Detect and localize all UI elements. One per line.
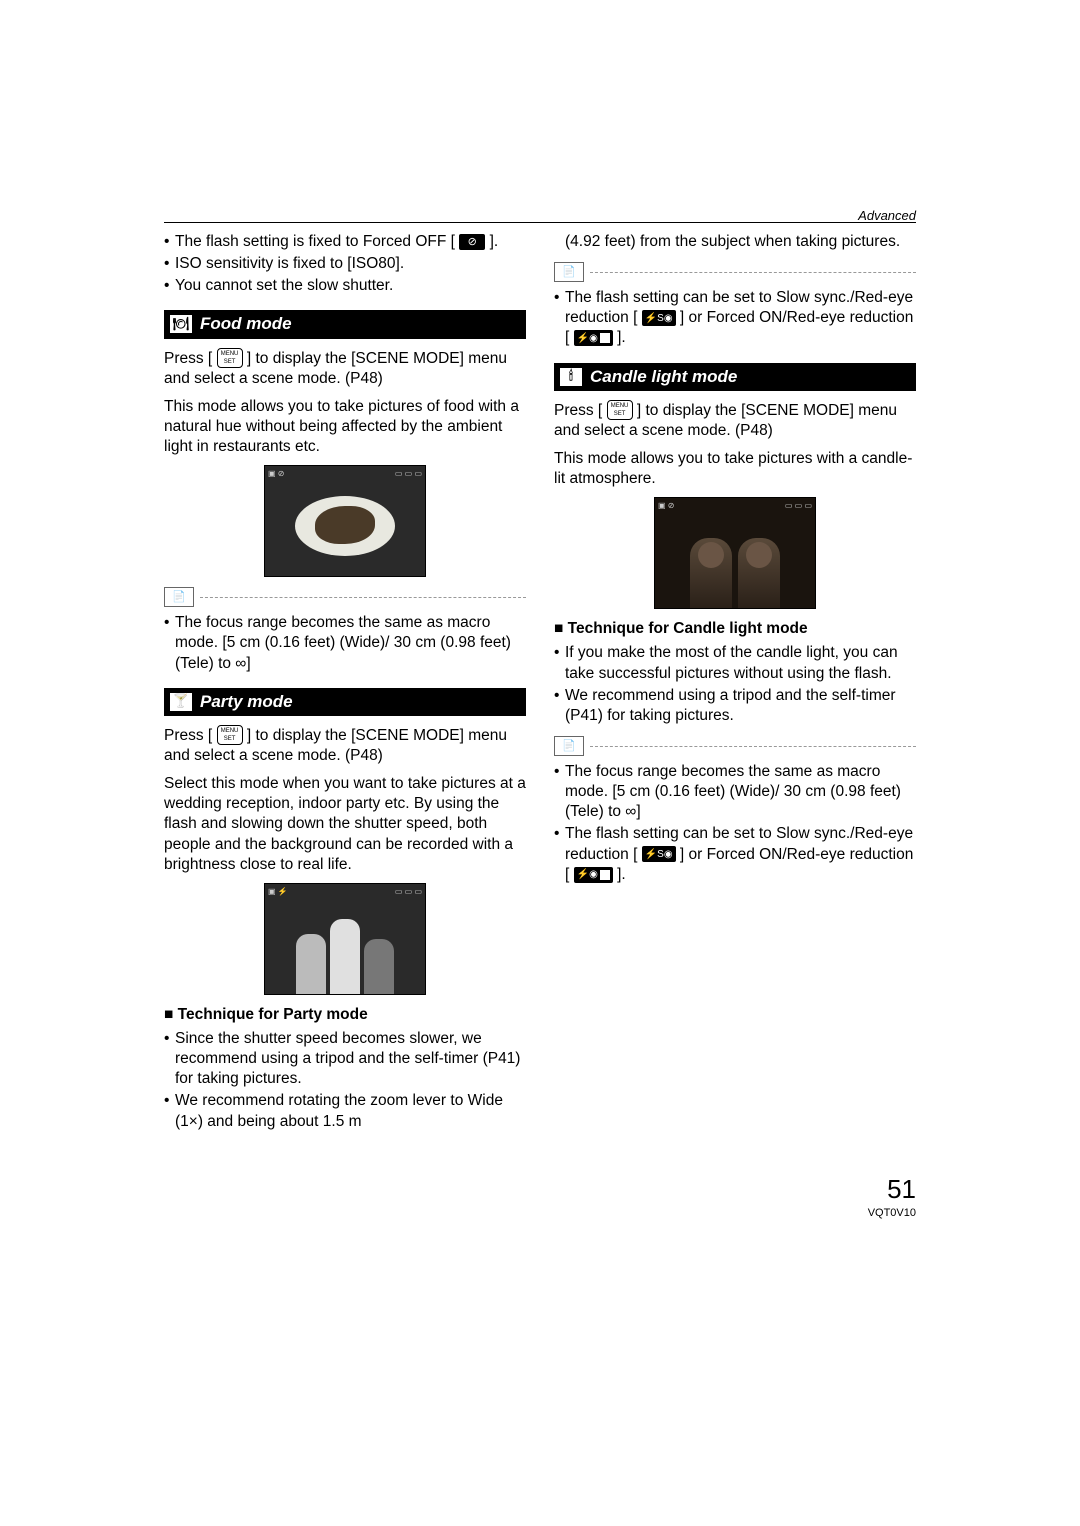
text: ]. xyxy=(617,329,626,346)
kid-graphic xyxy=(690,538,732,608)
candle-note-bullet-0: The focus range becomes the same as macr… xyxy=(554,762,916,822)
party-mode-icon: 🍸 xyxy=(170,693,192,711)
intro-bullets: The flash setting is fixed to Forced OFF… xyxy=(164,232,526,296)
candle-note-bullets: The focus range becomes the same as macr… xyxy=(554,762,916,885)
candle-tech-bullet-1: We recommend using a tripod and the self… xyxy=(554,686,916,726)
party-note-bullets: The flash setting can be set to Slow syn… xyxy=(554,288,916,348)
food-plate-graphic xyxy=(295,496,395,556)
document-id: VQT0V10 xyxy=(164,1207,916,1219)
text: The flash setting is fixed to Forced OFF… xyxy=(175,233,455,250)
food-sample-image: ▣ ⊘▭ ▭ ▭ xyxy=(264,465,426,577)
text: Press [ xyxy=(164,727,212,744)
party-tech-bullet-0: Since the shutter speed becomes slower, … xyxy=(164,1029,526,1089)
menu-set-icon: MENU SET xyxy=(217,725,243,745)
note-dashes xyxy=(200,597,526,598)
white-box-icon xyxy=(600,333,610,343)
text: ] to display the [SCENE MODE] menu and s… xyxy=(164,727,507,764)
img-overlay-icons: ▣ ⊘▭ ▭ ▭ xyxy=(658,501,812,511)
flash-forced-on-icon: ⚡◉ xyxy=(574,330,613,346)
left-column: The flash setting is fixed to Forced OFF… xyxy=(164,232,526,1134)
img-overlay-icons: ▣ ⚡▭ ▭ ▭ xyxy=(268,887,422,897)
party-technique-bullets: Since the shutter speed becomes slower, … xyxy=(164,1029,526,1132)
candle-mode-title: Candle light mode xyxy=(590,366,737,388)
note-icon: 📄 xyxy=(164,587,194,607)
text: Press [ xyxy=(164,350,212,367)
flash-slow-sync-icon: ⚡S◉ xyxy=(642,310,676,326)
candle-tech-bullet-0: If you make the most of the candle light… xyxy=(554,643,916,683)
food-note-bullets: The focus range becomes the same as macr… xyxy=(164,613,526,673)
candle-para-1: Press [ MENU SET ] to display the [SCENE… xyxy=(554,401,916,441)
flash-glyph: ⚡◉ xyxy=(577,332,598,345)
intro-bullet-1: ISO sensitivity is fixed to [ISO80]. xyxy=(164,254,526,274)
kid-graphic xyxy=(738,538,780,608)
candle-technique-bullets: If you make the most of the candle light… xyxy=(554,643,916,726)
note-divider: 📄 xyxy=(164,587,526,607)
food-note-bullet: The focus range becomes the same as macr… xyxy=(164,613,526,673)
menu-set-icon: MENU SET xyxy=(217,348,243,368)
img-overlay-icons: ▣ ⊘▭ ▭ ▭ xyxy=(268,469,422,479)
text: ] to display the [SCENE MODE] menu and s… xyxy=(164,350,507,387)
set-label: SET xyxy=(614,410,626,418)
note-icon: 📄 xyxy=(554,262,584,282)
text: ]. xyxy=(617,866,626,883)
food-para-1: Press [ MENU SET ] to display the [SCENE… xyxy=(164,349,526,389)
party-sample-image: ▣ ⚡▭ ▭ ▭ xyxy=(264,883,426,995)
candle-mode-icon: 🕯 xyxy=(560,368,582,386)
person-graphic xyxy=(364,939,394,994)
note-divider: 📄 xyxy=(554,736,916,756)
intro-bullet-0: The flash setting is fixed to Forced OFF… xyxy=(164,232,526,252)
party-tech-bullet-1: We recommend rotating the zoom lever to … xyxy=(164,1091,526,1131)
text: ] to display the [SCENE MODE] menu and s… xyxy=(554,402,897,439)
food-para-2: This mode allows you to take pictures of… xyxy=(164,397,526,457)
food-mode-title: Food mode xyxy=(200,313,292,335)
flash-off-icon: ⊘ xyxy=(459,234,485,250)
candle-note-bullet-1: The flash setting can be set to Slow syn… xyxy=(554,824,916,884)
page-number: 51 xyxy=(164,1174,916,1205)
food-mode-header: 🍽 Food mode xyxy=(164,310,526,338)
candle-para-2: This mode allows you to take pictures wi… xyxy=(554,449,916,489)
people-graphic xyxy=(265,904,425,994)
note-dashes xyxy=(590,272,916,273)
menu-label: MENU xyxy=(221,727,239,735)
party-note-bullet: The flash setting can be set to Slow syn… xyxy=(554,288,916,348)
note-divider: 📄 xyxy=(554,262,916,282)
kids-graphic xyxy=(655,516,815,608)
party-mode-header: 🍸 Party mode xyxy=(164,688,526,716)
set-label: SET xyxy=(224,358,236,366)
section-header: Advanced xyxy=(858,208,916,223)
menu-label: MENU xyxy=(221,350,239,358)
header-rule xyxy=(164,222,916,223)
candle-technique-heading: Technique for Candle light mode xyxy=(554,619,916,639)
page: Advanced The flash setting is fixed to F… xyxy=(0,0,1080,1259)
white-box-icon xyxy=(600,870,610,880)
person-graphic xyxy=(330,919,360,994)
two-column-layout: The flash setting is fixed to Forced OFF… xyxy=(164,232,916,1134)
flash-forced-on-icon: ⚡◉ xyxy=(574,867,613,883)
set-label: SET xyxy=(224,735,236,743)
person-graphic xyxy=(296,934,326,994)
party-technique-heading: Technique for Party mode xyxy=(164,1005,526,1025)
candle-sample-image: ▣ ⊘▭ ▭ ▭ xyxy=(654,497,816,609)
menu-label: MENU xyxy=(611,402,629,410)
flash-slow-sync-icon: ⚡S◉ xyxy=(642,846,676,862)
party-para-2: Select this mode when you want to take p… xyxy=(164,774,526,875)
candle-mode-header: 🕯 Candle light mode xyxy=(554,363,916,391)
party-mode-title: Party mode xyxy=(200,691,293,713)
right-column: (4.92 feet) from the subject when taking… xyxy=(554,232,916,1134)
intro-bullet-2: You cannot set the slow shutter. xyxy=(164,276,526,296)
party-para-1: Press [ MENU SET ] to display the [SCENE… xyxy=(164,726,526,766)
text: Press [ xyxy=(554,402,602,419)
food-mode-icon: 🍽 xyxy=(170,315,192,333)
page-footer: 51 VQT0V10 xyxy=(164,1174,916,1219)
note-dashes xyxy=(590,746,916,747)
flash-glyph: ⚡◉ xyxy=(577,868,598,881)
note-icon: 📄 xyxy=(554,736,584,756)
menu-set-icon: MENU SET xyxy=(607,400,633,420)
party-continuation: (4.92 feet) from the subject when taking… xyxy=(554,232,916,252)
text-suffix: ]. xyxy=(490,233,499,250)
